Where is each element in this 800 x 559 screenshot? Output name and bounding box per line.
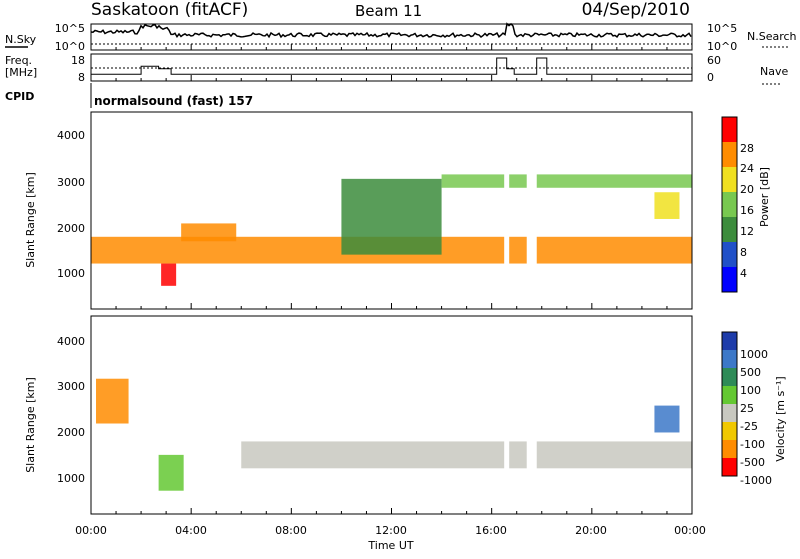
- date-label: 04/Sep/2010: [582, 0, 690, 20]
- station-title: Saskatoon (fitACF): [91, 0, 248, 20]
- nave-label: Nave: [760, 65, 788, 78]
- velocity-colorbar-ticks: 1000 500 100 25 -25 -100 -500 -1000: [740, 348, 772, 487]
- power-colorbar: [721, 116, 738, 293]
- velocity-colorbar-segment-4: [722, 404, 737, 422]
- xtick-1200: 12:00: [375, 524, 407, 537]
- freq-label: Freq.: [5, 54, 32, 67]
- power-echo-region-1: [161, 263, 177, 286]
- power-ytick-1000: 1000: [57, 267, 85, 280]
- power-colorbar-label: Power [dB]: [758, 167, 771, 227]
- velocity-colorbar-label: Velocity [m s⁻¹]: [774, 376, 787, 461]
- nsearch-tick-top: 10^5: [707, 22, 737, 35]
- power-echo-region-3: [341, 178, 442, 255]
- power-echo-layer: [91, 113, 692, 308]
- vel-cbar-tick-1000: 1000: [740, 348, 768, 361]
- xtick-0800: 08:00: [275, 524, 307, 537]
- cpid-value: normalsound (fast) 157: [94, 94, 253, 108]
- vel-cbar-tick-neg500: -500: [740, 456, 765, 469]
- velocity-colorbar-segment-0: [722, 332, 737, 350]
- vel-cbar-tick-neg1000: -1000: [740, 474, 772, 487]
- xtick-2400: 00:00: [674, 524, 706, 537]
- beam-label: Beam 11: [355, 2, 422, 20]
- nsky-tick-bottom: 10^0: [55, 40, 85, 53]
- vel-cbar-tick-neg100: -100: [740, 438, 765, 451]
- x-axis-ticks: 00:00 04:00 08:00 12:00 16:00 20:00 00:0…: [75, 524, 706, 537]
- nave-tick-top: 60: [707, 54, 721, 67]
- nsky-tick-top: 10^5: [55, 22, 85, 35]
- velocity-echo-region-3: [654, 405, 680, 433]
- power-data-gap-1: [526, 113, 537, 308]
- xaxis-label: Time UT: [367, 539, 413, 552]
- power-data-gap-0: [504, 113, 510, 308]
- power-ytick-2000: 2000: [57, 222, 85, 235]
- power-colorbar-segment-5: [722, 242, 737, 267]
- velocity-colorbar-segment-6: [722, 440, 737, 458]
- xtick-0400: 04:00: [175, 524, 207, 537]
- power-cbar-tick-12: 12: [740, 225, 754, 238]
- power-echo-region-4: [441, 174, 692, 188]
- power-ylabel: Slant Range [km]: [24, 172, 37, 268]
- axis-tickmarks: [90, 44, 693, 514]
- vel-cbar-tick-neg25: -25: [740, 420, 758, 433]
- power-cbar-tick-8: 8: [740, 246, 747, 259]
- vel-ylabel: Slant Range [km]: [24, 377, 37, 473]
- power-colorbar-frame: [721, 116, 738, 293]
- power-ytick-3000: 3000: [57, 176, 85, 189]
- velocity-data-gap-0: [504, 317, 510, 513]
- vel-cbar-tick-100: 100: [740, 384, 761, 397]
- nsearch-tick-bottom: 10^0: [707, 40, 737, 53]
- power-colorbar-segment-4: [722, 217, 737, 242]
- velocity-echo-region-1: [158, 454, 184, 491]
- power-echo-region-5: [654, 192, 680, 219]
- velocity-data-gap-1: [526, 317, 537, 513]
- cpid-label: CPID: [5, 90, 34, 103]
- freq-tick-bottom: 8: [78, 71, 85, 84]
- power-cbar-tick-28: 28: [740, 142, 754, 155]
- power-colorbar-segment-0: [722, 117, 737, 142]
- power-colorbar-segment-6: [722, 267, 737, 292]
- velocity-colorbar-frame: [721, 331, 738, 477]
- nsearch-label: N.Search: [747, 30, 797, 43]
- nsky-series: [90, 22, 692, 45]
- velocity-colorbar-segment-3: [722, 386, 737, 404]
- frequency-series: [91, 57, 692, 75]
- power-cbar-tick-4: 4: [740, 267, 747, 280]
- velocity-echo-region-0: [241, 441, 692, 469]
- power-ytick-4000: 4000: [57, 129, 85, 142]
- vel-ytick-3000: 3000: [57, 380, 85, 393]
- power-echo-region-2: [181, 223, 237, 242]
- velocity-colorbar-segment-5: [722, 422, 737, 440]
- power-cbar-tick-20: 20: [740, 183, 754, 196]
- velocity-echo-region-2: [96, 378, 129, 424]
- vel-ytick-4000: 4000: [57, 335, 85, 348]
- vel-ytick-1000: 1000: [57, 472, 85, 485]
- vel-ytick-2000: 2000: [57, 426, 85, 439]
- vel-cbar-tick-25: 25: [740, 402, 754, 415]
- nsky-trace: [90, 22, 692, 39]
- power-colorbar-segment-1: [722, 142, 737, 167]
- xtick-2000: 20:00: [575, 524, 607, 537]
- xtick-0000: 00:00: [75, 524, 107, 537]
- velocity-colorbar-segment-2: [722, 368, 737, 386]
- power-cbar-tick-16: 16: [740, 204, 754, 217]
- velocity-echo-layer: [96, 317, 692, 513]
- xtick-1600: 16:00: [475, 524, 507, 537]
- power-colorbar-ticks: 28 24 20 16 12 8 4: [740, 142, 754, 280]
- power-cbar-tick-24: 24: [740, 162, 754, 175]
- velocity-colorbar-segment-1: [722, 350, 737, 368]
- freq-tick-top: 18: [71, 54, 85, 67]
- power-colorbar-segment-3: [722, 192, 737, 217]
- power-colorbar-segment-2: [722, 167, 737, 192]
- nsky-label: N.Sky: [5, 33, 37, 46]
- freq-unit-label: [MHz]: [5, 66, 37, 79]
- vel-cbar-tick-500: 500: [740, 366, 761, 379]
- velocity-colorbar: [721, 331, 738, 477]
- nave-tick-bottom: 0: [707, 71, 714, 84]
- velocity-colorbar-segment-7: [722, 458, 737, 476]
